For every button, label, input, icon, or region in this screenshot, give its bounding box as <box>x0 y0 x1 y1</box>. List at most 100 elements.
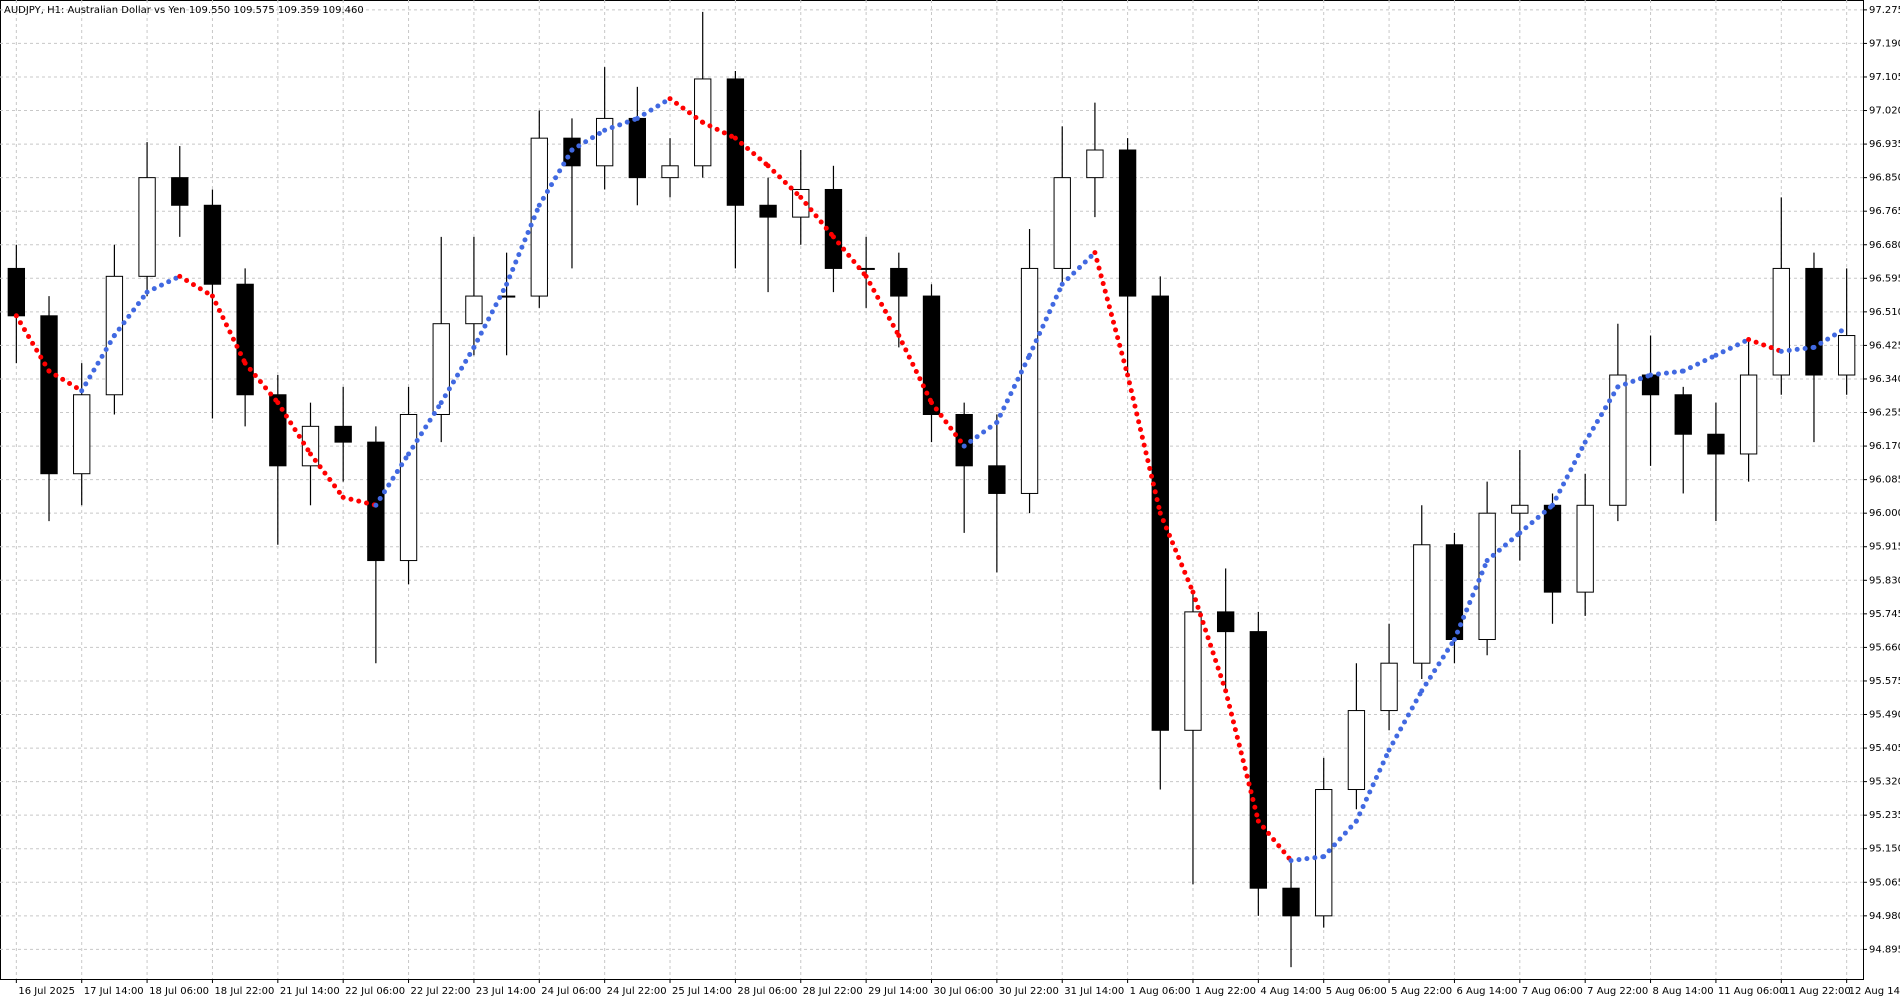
indicator-segment <box>994 352 1033 425</box>
candle-body <box>792 188 810 218</box>
y-tick-label: 95.915 <box>1869 542 1900 553</box>
indicator-segment <box>1615 372 1654 390</box>
indicator-segment <box>569 127 608 153</box>
indicator-segment <box>830 234 869 279</box>
x-tick-label: 18 Jul 22:00 <box>214 986 274 997</box>
indicator-segment <box>1288 854 1327 864</box>
y-tick-label: 95.405 <box>1869 743 1900 754</box>
candle-body <box>1053 177 1071 269</box>
candle-body <box>301 425 320 467</box>
candle-body <box>922 295 941 415</box>
y-tick-label: 96.510 <box>1869 307 1900 318</box>
candle-body <box>1249 631 1268 889</box>
x-tick-label: 11 Aug 22:00 <box>1783 986 1850 997</box>
indicator-segment <box>732 135 771 169</box>
candle-body <box>432 323 450 415</box>
indicator-segment <box>1484 530 1523 564</box>
candle-body <box>1216 611 1235 633</box>
indicator-segment <box>504 202 542 287</box>
indicator-segment <box>1386 688 1425 753</box>
y-tick-label: 97.190 <box>1869 38 1900 49</box>
candle-body <box>367 441 385 562</box>
indicator-segment <box>1190 589 1229 694</box>
indicator-segment <box>111 289 150 339</box>
indicator-segment <box>209 293 248 366</box>
y-tick-label: 95.660 <box>1869 642 1900 653</box>
x-tick-label: 28 Jul 22:00 <box>803 986 863 997</box>
indicator-segment <box>1648 368 1686 378</box>
x-tick-label: 22 Jul 22:00 <box>411 986 471 997</box>
y-tick-label: 95.490 <box>1869 710 1900 721</box>
x-tick-label: 12 Aug 14:00 <box>1849 986 1900 997</box>
indicator-segment <box>1353 747 1392 824</box>
x-tick-label: 8 Aug 14:00 <box>1653 986 1714 997</box>
y-tick-label: 95.830 <box>1869 575 1900 586</box>
indicator-segment <box>765 163 804 200</box>
indicator-segment <box>1746 336 1784 354</box>
candle-body <box>1347 710 1366 791</box>
indicator-segment <box>602 115 640 133</box>
candle-body <box>269 394 287 467</box>
x-tick-label: 28 Jul 06:00 <box>737 986 797 997</box>
indicator-segment <box>1582 384 1621 445</box>
x-tick-label: 11 Aug 06:00 <box>1718 986 1785 997</box>
y-tick-label: 95.575 <box>1869 676 1900 687</box>
y-tick-label: 94.980 <box>1869 911 1900 922</box>
indicator-segment <box>1517 502 1555 536</box>
indicator-segment <box>242 360 281 406</box>
y-tick-label: 96.255 <box>1869 408 1900 419</box>
indicator-segment <box>1092 250 1131 378</box>
y-tick-label: 97.020 <box>1869 106 1900 117</box>
candle-body <box>1707 433 1725 455</box>
candle-body <box>73 394 91 475</box>
marks <box>7 11 1856 968</box>
y-tick-label: 94.895 <box>1869 944 1900 955</box>
candle-body <box>661 165 679 179</box>
x-tick-label: 7 Aug 22:00 <box>1587 986 1648 997</box>
y-tick-label: 97.105 <box>1869 72 1900 83</box>
candle-body <box>595 117 614 167</box>
x-tick-label: 30 Jul 22:00 <box>999 986 1059 997</box>
y-tick-label: 95.320 <box>1869 777 1900 788</box>
indicator-segment <box>144 273 183 295</box>
indicator-segment <box>863 273 902 339</box>
candle-body <box>1772 267 1790 376</box>
indicator-segment <box>798 194 836 240</box>
y-tick-label: 96.000 <box>1869 508 1900 519</box>
x-tick-label: 23 Jul 14:00 <box>476 986 536 997</box>
candle-body <box>890 267 908 297</box>
x-tick-label: 18 Jul 06:00 <box>149 986 209 997</box>
indicator-segment <box>406 400 444 457</box>
y-tick-label: 96.595 <box>1869 273 1900 284</box>
candle-body <box>1380 662 1398 712</box>
indicator-segment <box>13 313 52 374</box>
candle-body <box>1543 504 1562 593</box>
y-tick-label: 95.150 <box>1869 844 1900 855</box>
candle-body <box>465 295 483 325</box>
x-tick-label: 24 Jul 06:00 <box>541 986 601 997</box>
x-tick-label: 29 Jul 14:00 <box>868 986 928 997</box>
y-tick-label: 95.745 <box>1869 609 1900 620</box>
y-tick-label: 95.235 <box>1869 810 1900 821</box>
indicator-segment <box>1680 352 1719 374</box>
chart-title: AUDJPY, H1: Australian Dollar vs Yen 109… <box>4 5 364 16</box>
indicator-segment <box>1778 344 1817 354</box>
candle-body <box>1413 544 1431 664</box>
indicator-segment <box>961 419 1000 449</box>
indicator-segment <box>373 451 412 508</box>
candle-body <box>1674 394 1692 435</box>
indicator-segment <box>667 96 706 125</box>
candle-body <box>759 204 777 218</box>
indicator-segment <box>929 400 967 449</box>
x-tick-label: 1 Aug 22:00 <box>1195 986 1256 997</box>
x-tick-label: 24 Jul 22:00 <box>607 986 667 997</box>
y-tick-label: 96.085 <box>1869 475 1900 486</box>
candle-body <box>1576 504 1594 593</box>
y-tick-label: 95.065 <box>1869 877 1900 888</box>
x-tick-label: 31 Jul 14:00 <box>1064 986 1124 997</box>
indicator-segment <box>46 368 85 394</box>
candle-body <box>1184 611 1202 731</box>
y-tick-label: 96.850 <box>1869 173 1900 184</box>
candle-body <box>1020 267 1039 494</box>
